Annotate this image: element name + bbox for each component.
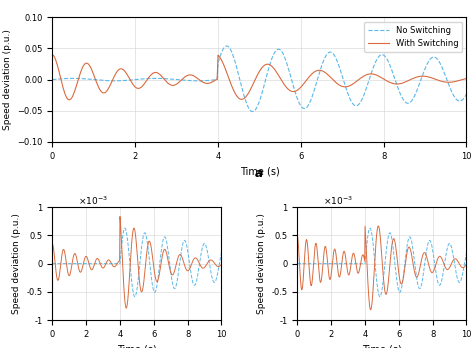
X-axis label: Time (s): Time (s)	[117, 345, 157, 348]
No Switching	[169, 77, 175, 81]
Line: With Switching: With Switching	[52, 55, 466, 100]
With Switching	[50, 53, 55, 57]
With Switching	[66, 98, 72, 102]
X-axis label: Time (s): Time (s)	[362, 345, 402, 348]
With Switching	[153, 70, 159, 74]
No Switching	[223, 44, 229, 48]
With Switching	[201, 81, 207, 85]
No Switching	[200, 79, 206, 83]
X-axis label: Time (s): Time (s)	[239, 166, 279, 176]
Text: $\times 10^{-3}$: $\times 10^{-3}$	[323, 195, 353, 207]
No Switching	[250, 110, 256, 114]
Y-axis label: Speed deviation (p.u.): Speed deviation (p.u.)	[257, 213, 266, 314]
No Switching	[464, 92, 469, 96]
With Switching	[464, 77, 469, 81]
Y-axis label: Speed deviation (p.u.): Speed deviation (p.u.)	[12, 213, 21, 314]
No Switching	[50, 78, 55, 82]
Text: $\times 10^{-3}$: $\times 10^{-3}$	[78, 195, 108, 207]
No Switching	[394, 83, 400, 87]
With Switching	[170, 83, 176, 87]
With Switching	[322, 70, 327, 74]
Legend: No Switching, With Switching: No Switching, With Switching	[364, 22, 462, 52]
Line: No Switching: No Switching	[52, 46, 466, 112]
Y-axis label: Speed deviation (p.u.): Speed deviation (p.u.)	[3, 29, 12, 130]
With Switching	[317, 68, 323, 72]
No Switching	[318, 66, 324, 71]
No Switching	[152, 76, 158, 80]
Text: a: a	[255, 167, 264, 180]
With Switching	[393, 82, 399, 86]
No Switching	[323, 54, 328, 58]
